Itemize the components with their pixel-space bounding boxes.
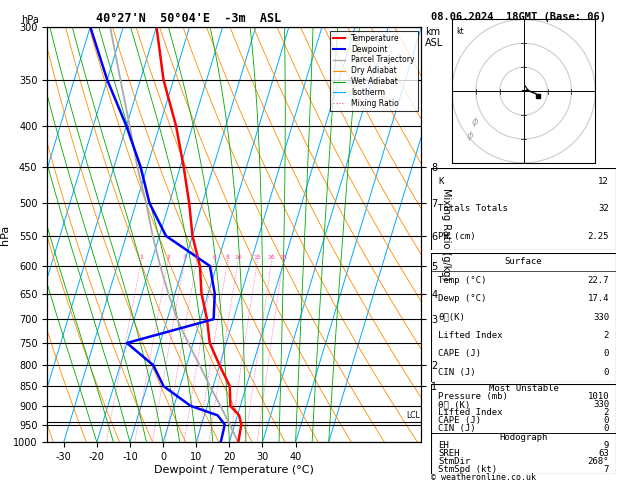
- Text: EH: EH: [438, 441, 449, 450]
- Text: Totals Totals: Totals Totals: [438, 205, 508, 213]
- Text: Pressure (mb): Pressure (mb): [438, 392, 508, 400]
- Text: 8: 8: [226, 255, 230, 260]
- Text: 3: 3: [182, 255, 187, 260]
- Text: 268°: 268°: [587, 457, 609, 466]
- Text: 20: 20: [268, 255, 276, 260]
- Text: LCL: LCL: [407, 411, 420, 420]
- Text: 2: 2: [604, 331, 609, 340]
- Text: K: K: [438, 177, 443, 186]
- Text: 7: 7: [604, 465, 609, 474]
- Text: SREH: SREH: [438, 449, 460, 458]
- Legend: Temperature, Dewpoint, Parcel Trajectory, Dry Adiabat, Wet Adiabat, Isotherm, Mi: Temperature, Dewpoint, Parcel Trajectory…: [330, 31, 418, 111]
- Text: 0: 0: [604, 349, 609, 358]
- Text: θᴄ(K): θᴄ(K): [438, 312, 465, 322]
- Text: kt: kt: [457, 27, 464, 35]
- Text: PW (cm): PW (cm): [438, 232, 476, 241]
- Text: 1010: 1010: [587, 392, 609, 400]
- Text: 2.25: 2.25: [587, 232, 609, 241]
- Text: 17.4: 17.4: [587, 294, 609, 303]
- Text: 6: 6: [213, 255, 216, 260]
- Text: 330: 330: [593, 312, 609, 322]
- Text: Hodograph: Hodograph: [499, 433, 548, 442]
- Text: 10: 10: [234, 255, 242, 260]
- Text: CIN (J): CIN (J): [438, 424, 476, 434]
- Text: © weatheronline.co.uk: © weatheronline.co.uk: [431, 473, 536, 482]
- Text: Most Unstable: Most Unstable: [489, 383, 559, 393]
- Text: 4: 4: [195, 255, 199, 260]
- Text: StmSpd (kt): StmSpd (kt): [438, 465, 498, 474]
- Text: CAPE (J): CAPE (J): [438, 416, 481, 425]
- Text: Lifted Index: Lifted Index: [438, 408, 503, 417]
- Text: 330: 330: [593, 400, 609, 409]
- Y-axis label: Mixing Ratio (g/kg): Mixing Ratio (g/kg): [442, 189, 451, 280]
- Text: Temp (°C): Temp (°C): [438, 276, 487, 285]
- Text: $\phi$: $\phi$: [466, 129, 474, 143]
- Text: 22.7: 22.7: [587, 276, 609, 285]
- Text: 15: 15: [253, 255, 262, 260]
- Text: hPa: hPa: [21, 15, 39, 25]
- Text: 40°27'N  50°04'E  -3m  ASL: 40°27'N 50°04'E -3m ASL: [96, 12, 281, 25]
- Text: Dewp (°C): Dewp (°C): [438, 294, 487, 303]
- Text: 0: 0: [604, 424, 609, 434]
- X-axis label: Dewpoint / Temperature (°C): Dewpoint / Temperature (°C): [154, 465, 314, 475]
- Text: km
ASL: km ASL: [425, 27, 443, 48]
- Text: θᴄ (K): θᴄ (K): [438, 400, 470, 409]
- Text: $\phi$: $\phi$: [471, 115, 479, 129]
- Text: CAPE (J): CAPE (J): [438, 349, 481, 358]
- Text: 12: 12: [598, 177, 609, 186]
- Y-axis label: hPa: hPa: [0, 225, 10, 244]
- Text: 63: 63: [598, 449, 609, 458]
- Text: 32: 32: [598, 205, 609, 213]
- Text: 25: 25: [279, 255, 287, 260]
- Text: StmDir: StmDir: [438, 457, 470, 466]
- Text: 2: 2: [604, 408, 609, 417]
- Text: 08.06.2024  18GMT (Base: 06): 08.06.2024 18GMT (Base: 06): [431, 12, 606, 22]
- Text: 9: 9: [604, 441, 609, 450]
- Text: CIN (J): CIN (J): [438, 368, 476, 377]
- Text: Surface: Surface: [505, 258, 542, 266]
- Text: 1: 1: [140, 255, 143, 260]
- Text: 0: 0: [604, 368, 609, 377]
- Text: 0: 0: [604, 416, 609, 425]
- Text: 2: 2: [166, 255, 170, 260]
- Text: Lifted Index: Lifted Index: [438, 331, 503, 340]
